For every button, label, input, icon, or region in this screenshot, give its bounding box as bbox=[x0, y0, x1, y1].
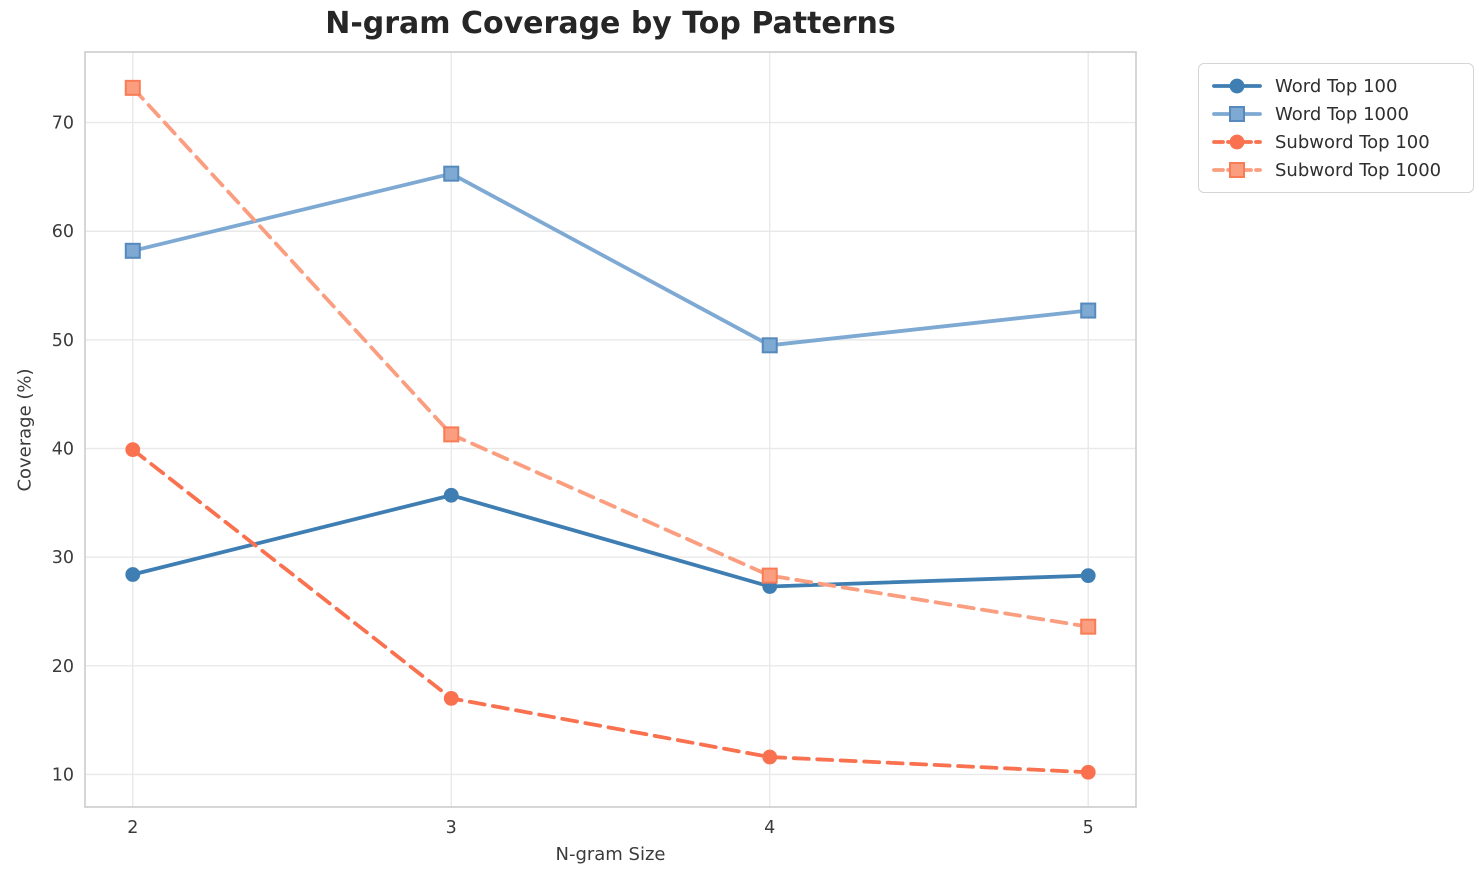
data-point-circle bbox=[762, 749, 778, 765]
series-line-0 bbox=[130, 493, 1091, 589]
data-point-circle bbox=[125, 442, 141, 457]
legend-item: Subword Top 1000 bbox=[1211, 156, 1463, 184]
legend-label: Subword Top 1000 bbox=[1275, 159, 1442, 181]
y-tick-label: 40 bbox=[52, 440, 74, 460]
y-tick-label: 20 bbox=[52, 657, 74, 677]
legend-label: Word Top 1000 bbox=[1275, 103, 1409, 125]
series-line-1 bbox=[130, 171, 1091, 348]
x-tick-label: 2 bbox=[127, 818, 138, 838]
legend-item: Subword Top 100 bbox=[1211, 128, 1463, 156]
data-point-square bbox=[1080, 302, 1097, 319]
legend: Word Top 100 Word Top 1000 Subword Top 100… bbox=[1198, 63, 1474, 193]
y-tick-label: 10 bbox=[52, 765, 74, 785]
data-point-circle bbox=[1080, 568, 1096, 584]
data-point-square bbox=[443, 165, 460, 182]
data-point-square bbox=[761, 337, 778, 354]
data-point-square bbox=[1080, 618, 1097, 635]
y-tick-label: 60 bbox=[52, 222, 74, 242]
chart-title: N-gram Coverage by Top Patterns bbox=[325, 6, 896, 41]
x-tick-label: 3 bbox=[446, 818, 457, 838]
data-point-circle bbox=[443, 487, 459, 503]
x-tick-label: 5 bbox=[1083, 818, 1094, 838]
legend-item: Word Top 100 bbox=[1211, 72, 1463, 100]
data-point-square bbox=[124, 79, 141, 96]
legend-circle-marker-icon bbox=[1212, 134, 1262, 150]
plot-border bbox=[84, 51, 1137, 808]
legend-label: Subword Top 100 bbox=[1275, 131, 1430, 153]
legend-item: Word Top 1000 bbox=[1211, 100, 1463, 128]
y-tick-label: 30 bbox=[52, 548, 74, 568]
x-axis-label: N-gram Size bbox=[555, 844, 666, 865]
y-tick-label: 50 bbox=[52, 331, 74, 351]
y-axis-label: Coverage (%) bbox=[14, 368, 36, 492]
series-line-3 bbox=[130, 85, 1091, 629]
legend-square-marker-icon bbox=[1212, 106, 1262, 122]
y-tick-label: 70 bbox=[52, 114, 74, 134]
legend-square-marker-icon bbox=[1212, 162, 1262, 178]
data-point-circle bbox=[125, 567, 141, 582]
legend-circle-marker-icon bbox=[1212, 78, 1262, 94]
data-point-square bbox=[124, 242, 141, 259]
data-point-square bbox=[443, 426, 460, 443]
data-point-square bbox=[761, 567, 778, 584]
x-tick-label: 4 bbox=[764, 818, 775, 838]
legend-label: Word Top 100 bbox=[1275, 75, 1398, 97]
data-point-circle bbox=[1080, 764, 1096, 780]
series-line-2 bbox=[130, 447, 1091, 775]
data-point-circle bbox=[443, 690, 459, 706]
